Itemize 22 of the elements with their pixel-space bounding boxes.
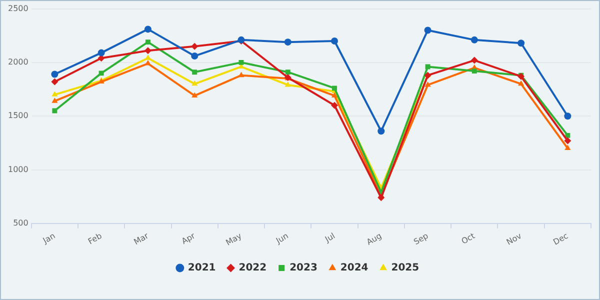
- x-tick-label: May: [224, 231, 244, 248]
- x-tick-label: Sep: [412, 231, 430, 247]
- x-tick-label: Apr: [180, 230, 198, 246]
- legend-label: 2025: [391, 262, 420, 274]
- x-tick-label: Nov: [505, 231, 524, 247]
- x-tick-label: Feb: [86, 231, 104, 246]
- legend-label: 2023: [290, 262, 318, 274]
- y-tick-label: 1000: [8, 164, 28, 174]
- x-tick-label: Jun: [274, 231, 290, 246]
- x-tick-label: Jan: [40, 231, 57, 246]
- legend-label: 2022: [238, 262, 267, 274]
- x-tick-label: Jul: [322, 231, 337, 244]
- y-tick-label: 1500: [8, 111, 28, 120]
- legend-label: 2021: [188, 262, 216, 274]
- y-tick-label: 2000: [8, 58, 28, 67]
- x-tick-label: Oct: [460, 231, 476, 246]
- x-tick-label: Dec: [552, 231, 570, 247]
- legend-label: 2024: [340, 262, 368, 274]
- x-tick-label: Aug: [365, 231, 384, 247]
- y-tick-label: 500: [13, 218, 28, 228]
- y-tick-label: 2500: [8, 4, 28, 13]
- x-tick-label: Mar: [132, 230, 151, 247]
